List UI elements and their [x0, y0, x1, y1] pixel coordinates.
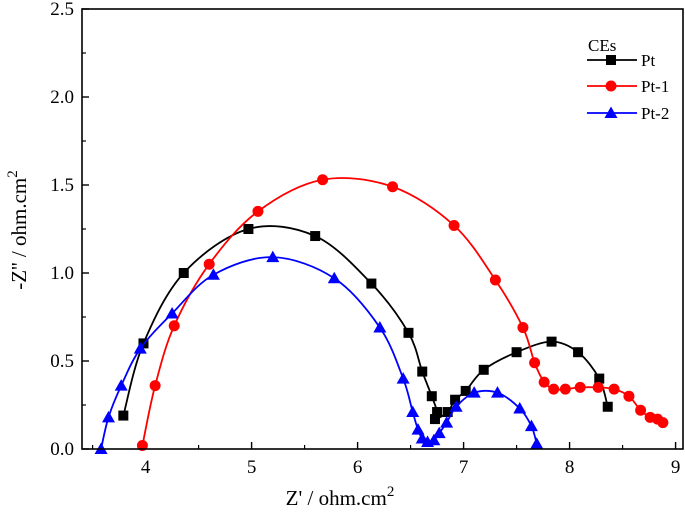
data-point — [118, 410, 129, 421]
data-point — [546, 336, 557, 347]
data-point — [327, 271, 341, 284]
data-point — [602, 401, 613, 412]
axis-ticks: 4 5 6 7 8 9 0.0 0.5 1.0 1.5 2.0 2.5 — [50, 0, 680, 478]
data-point — [206, 268, 220, 280]
data-point — [517, 322, 529, 334]
data-point — [203, 258, 215, 270]
data-point — [478, 364, 489, 375]
legend-marker-circle-icon — [605, 80, 617, 92]
data-point — [178, 268, 189, 278]
legend-item-pt: Pt — [587, 51, 655, 70]
data-point — [417, 366, 428, 377]
data-point — [432, 426, 446, 439]
legend-item-pt-1: Pt-1 — [587, 77, 669, 96]
data-point — [252, 205, 264, 217]
data-point — [317, 174, 329, 186]
series-line — [122, 225, 609, 420]
x-tick-label: 9 — [671, 457, 681, 478]
legend-marker-triangle-icon — [604, 106, 618, 118]
data-point — [460, 385, 471, 396]
data-point — [168, 320, 180, 332]
data-point — [573, 347, 584, 358]
data-point — [594, 373, 605, 384]
legend-label: Pt — [641, 51, 655, 70]
legend-marker-square-icon — [606, 55, 616, 65]
data-point — [101, 410, 115, 423]
y-tick-label: 2.0 — [50, 87, 74, 108]
data-point — [538, 376, 550, 388]
legend-label: Pt-1 — [641, 77, 669, 96]
data-point — [310, 231, 321, 242]
y-tick-label: 1.5 — [50, 175, 74, 196]
data-point — [529, 357, 541, 369]
data-point — [243, 224, 254, 234]
data-point — [559, 383, 571, 395]
data-point — [396, 372, 410, 384]
legend-item-pt-2: Pt-2 — [587, 104, 669, 123]
data-point — [114, 379, 128, 391]
series-pt-2 — [94, 250, 544, 454]
data-point — [165, 306, 179, 319]
y-tick-label: 2.5 — [50, 0, 74, 20]
data-point — [530, 437, 544, 449]
x-axis-label-sup: 2 — [387, 484, 395, 500]
data-point — [513, 402, 527, 414]
data-point — [489, 274, 501, 286]
legend-title: CEs — [588, 36, 616, 55]
series-pt-1 — [136, 174, 669, 451]
data-point — [548, 383, 560, 395]
legend: CEs Pt Pt-1 Pt-2 — [587, 36, 669, 123]
data-point — [387, 181, 399, 193]
data-point — [657, 417, 669, 429]
x-axis-label: Z' / ohm.cm2 — [286, 484, 395, 510]
series-pt — [118, 224, 613, 425]
data-point — [524, 419, 538, 432]
series-layer — [94, 174, 669, 454]
data-point — [592, 381, 604, 393]
data-point — [449, 400, 463, 412]
y-tick-label: 0.0 — [50, 439, 74, 460]
legend-label: Pt-2 — [641, 104, 669, 123]
data-point — [411, 423, 425, 435]
data-point — [448, 219, 460, 231]
data-point — [403, 327, 414, 338]
data-point — [406, 405, 420, 418]
data-point — [426, 391, 437, 402]
y-tick-label: 0.5 — [50, 351, 74, 372]
series-line — [141, 177, 664, 446]
x-tick-label: 4 — [141, 457, 151, 478]
data-point — [574, 381, 586, 393]
data-point — [635, 404, 647, 416]
x-tick-label: 6 — [353, 457, 363, 478]
y-axis-label-sup: 2 — [5, 170, 21, 178]
data-point — [491, 386, 505, 398]
data-point — [467, 386, 481, 398]
data-point — [450, 394, 461, 405]
data-point — [427, 433, 441, 446]
data-point — [511, 347, 522, 358]
plot-frame — [81, 8, 684, 450]
data-point — [608, 383, 620, 395]
x-tick-label: 5 — [247, 457, 257, 478]
data-point — [440, 416, 454, 428]
y-axis-label: -Z'' / ohm.cm2 — [5, 170, 31, 289]
data-point — [432, 407, 443, 418]
data-point — [133, 342, 147, 354]
series-line — [100, 256, 538, 450]
data-point — [373, 321, 387, 333]
x-tick-label: 7 — [459, 457, 469, 478]
data-point — [623, 390, 635, 402]
data-point — [266, 250, 280, 263]
y-tick-label: 1.0 — [50, 263, 74, 284]
data-point — [366, 278, 377, 289]
data-point — [442, 407, 453, 418]
x-tick-label: 8 — [565, 457, 575, 478]
data-point — [429, 414, 440, 425]
data-point — [149, 380, 161, 392]
